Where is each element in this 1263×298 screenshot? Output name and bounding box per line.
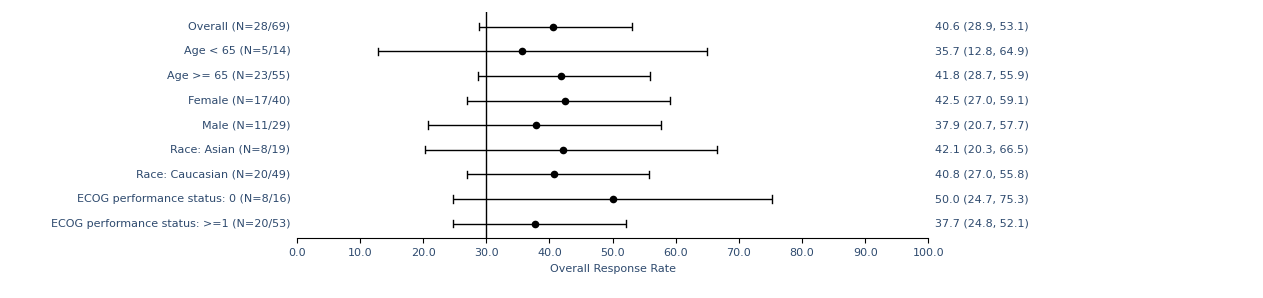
Text: Age >= 65 (N=23/55): Age >= 65 (N=23/55) xyxy=(168,71,290,81)
Text: ECOG performance status: >=1 (N=20/53): ECOG performance status: >=1 (N=20/53) xyxy=(51,219,290,229)
Text: 42.5 (27.0, 59.1): 42.5 (27.0, 59.1) xyxy=(935,96,1028,105)
Text: 40.6 (28.9, 53.1): 40.6 (28.9, 53.1) xyxy=(935,22,1028,32)
Text: 35.7 (12.8, 64.9): 35.7 (12.8, 64.9) xyxy=(935,46,1028,56)
Text: Overall (N=28/69): Overall (N=28/69) xyxy=(188,22,290,32)
Text: 42.1 (20.3, 66.5): 42.1 (20.3, 66.5) xyxy=(935,145,1028,155)
Text: Female (N=17/40): Female (N=17/40) xyxy=(188,96,290,105)
Text: Male (N=11/29): Male (N=11/29) xyxy=(202,120,290,130)
Text: 50.0 (24.7, 75.3): 50.0 (24.7, 75.3) xyxy=(935,194,1028,204)
Text: 37.7 (24.8, 52.1): 37.7 (24.8, 52.1) xyxy=(935,219,1028,229)
Text: 37.9 (20.7, 57.7): 37.9 (20.7, 57.7) xyxy=(935,120,1028,130)
X-axis label: Overall Response Rate: Overall Response Rate xyxy=(549,264,676,274)
Text: Age < 65 (N=5/14): Age < 65 (N=5/14) xyxy=(183,46,290,56)
Text: Race: Asian (N=8/19): Race: Asian (N=8/19) xyxy=(171,145,290,155)
Text: ECOG performance status: 0 (N=8/16): ECOG performance status: 0 (N=8/16) xyxy=(77,194,290,204)
Text: 40.8 (27.0, 55.8): 40.8 (27.0, 55.8) xyxy=(935,169,1028,179)
Text: 41.8 (28.7, 55.9): 41.8 (28.7, 55.9) xyxy=(935,71,1028,81)
Text: Race: Caucasian (N=20/49): Race: Caucasian (N=20/49) xyxy=(136,169,290,179)
